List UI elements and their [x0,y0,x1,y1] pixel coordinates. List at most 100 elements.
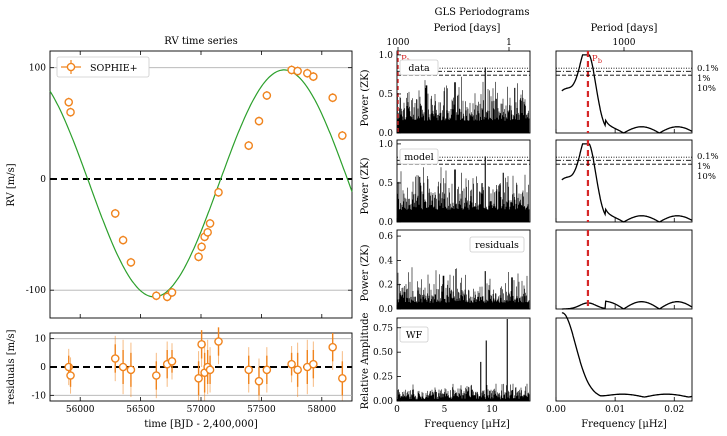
gls-panel-label-box [399,59,439,76]
res-point [328,333,337,370]
rv-marker [338,131,347,140]
rv-model-curve [49,69,353,298]
zoom-panel-1 [555,139,693,223]
rv-marker [66,107,75,117]
rv-marker [118,235,128,245]
res-point [287,346,296,383]
res-point [118,339,128,395]
res-xtick-label: 56000 [66,405,95,415]
gls-ytick-label: 0.25 [373,373,393,383]
gls-power-spectrum [397,156,530,222]
gls-ytick-label: 1.0 [379,140,394,150]
rv-point [262,91,272,100]
gls-ytick-label: 0.5 [379,179,394,189]
zoom-power-curve [561,54,693,134]
res-point [262,347,272,393]
zoom-frame [555,50,693,134]
gls-xtick-label: 0 [394,405,400,415]
gls-ytick-label: 0.6 [379,232,394,242]
gls-panel-label: model [404,152,433,163]
res-xtick-label: 57500 [247,405,276,415]
gls-panel-WF: WF 0.75 0.50 0.25 0.000 5 10 [373,317,531,415]
res-marker [328,342,337,352]
period-tick-1: 1 [506,38,512,48]
gls-panel-label-box [399,326,429,343]
rv-point [214,187,223,197]
res-ytick-label: -10 [32,391,47,401]
gls-ytick-label: 0.5 [379,90,394,100]
zoom-power-curve [561,143,693,223]
gls-ytick-label: 1.0 [379,51,394,61]
zoom-power-curve [561,312,693,398]
rv-marker [293,66,302,76]
res-marker [293,365,302,375]
gls-ytick-label: 0.0 [379,218,394,228]
gls-panel-label-box [399,148,439,165]
rv-ytick-label: 100 [29,64,46,74]
gls-ytick-label: 0.4 [379,256,394,266]
gls-panel-data: Pbdata1.00.50.0 [379,47,531,139]
fap-label-0-1: 0.1% [697,64,719,74]
res-point [66,357,75,394]
rv-point [203,227,212,237]
rv-point [244,141,254,151]
res-point [194,351,203,401]
rv-content: 100 0 -100 [26,51,353,318]
gls-ytick-label: 0.0 [379,129,394,139]
gls-power-spectrum [397,319,530,401]
zoom-period-label: Period [days] [591,23,658,34]
zoom-pb-label: P [592,54,598,64]
zoom-power-curve [561,300,693,310]
fap-label-1-model: 1% [697,162,711,172]
zoom-frame [555,229,693,310]
rv-marker [328,93,337,103]
rv-marker [64,97,74,107]
res-point [197,330,206,367]
rv-ytick-label: 0 [40,175,46,185]
rv-point [64,97,74,107]
res-point [167,343,177,380]
res-marker [110,354,120,363]
res-marker [244,365,254,375]
res-point [303,339,312,395]
zoom-panel-3: 0.00 0.01 0.02 [546,312,693,415]
gls-power-spectrum [397,67,530,133]
rv-marker [203,228,212,237]
gls-ylabel-model: Power (ZK) [360,157,371,214]
rv-point [152,291,161,301]
zoom-frame [555,317,693,402]
res-xtick-label: 57000 [187,405,216,415]
res-marker [126,365,136,375]
res-point [338,351,347,401]
res-point [152,352,161,399]
res-marker [214,337,223,346]
rv-point [167,287,177,297]
rv-point [197,242,206,252]
gls-panel-label: residuals [475,240,519,251]
res-marker [262,365,272,375]
res-xtick-label: 58000 [307,405,336,415]
rv-point [338,131,347,141]
rv-marker [244,141,254,150]
res-marker [197,340,206,349]
rv-marker [126,258,136,267]
rv-point [205,218,215,228]
res-point [254,358,264,401]
fap-label-10: 10% [697,84,716,94]
rv-marker [309,72,318,81]
rv-axes-frame [49,50,353,319]
gls-ytick-label: 0.0 [379,305,394,315]
gls-xtick-label: 10 [486,405,498,415]
gls-panel-residuals: residuals 0.6 0.4 0.2 0.0 [379,229,531,315]
res-marker [152,371,161,380]
res-point [110,335,120,382]
rv-title: RV time series [164,36,237,47]
gls-panel-label: data [408,63,430,74]
rv-point [110,208,120,218]
res-point [293,342,302,398]
gls-panel-label-box [469,236,525,253]
res-ylabel: residuals [m/s] [6,329,17,404]
